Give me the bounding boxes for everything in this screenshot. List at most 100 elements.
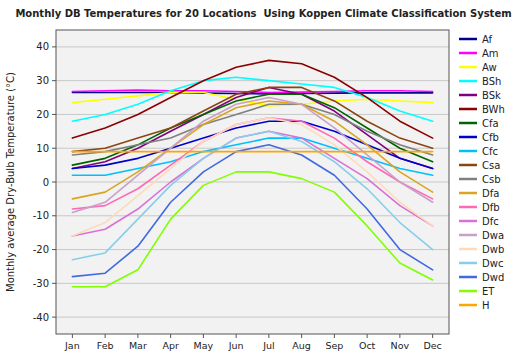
x-tick-label: Jul bbox=[262, 340, 274, 351]
series-line bbox=[72, 172, 432, 287]
y-axis-label: Monthly average Dry-Bulb Temperature (°C… bbox=[5, 72, 16, 292]
legend-swatch bbox=[459, 164, 477, 167]
legend-swatch bbox=[459, 52, 477, 55]
legend-swatch bbox=[459, 150, 477, 153]
legend-label: Af bbox=[482, 34, 492, 45]
series-line bbox=[72, 87, 432, 168]
y-tick-label: -30 bbox=[33, 278, 49, 289]
y-tick-label: 30 bbox=[36, 75, 49, 86]
grid-line bbox=[56, 249, 449, 250]
grid-line bbox=[56, 317, 449, 318]
legend-swatch bbox=[459, 304, 477, 307]
legend-label: ET bbox=[482, 286, 495, 297]
legend-swatch bbox=[459, 122, 477, 125]
legend-swatch bbox=[459, 178, 477, 181]
legend-swatch bbox=[459, 136, 477, 139]
x-tick-label: Feb bbox=[97, 340, 114, 351]
legend-swatch bbox=[459, 66, 477, 69]
y-tick-label: 0 bbox=[43, 177, 49, 188]
x-tick bbox=[137, 334, 138, 338]
series-line bbox=[72, 131, 432, 259]
y-tick bbox=[52, 215, 56, 216]
x-tick bbox=[399, 334, 400, 338]
series-line bbox=[72, 151, 432, 153]
x-tick bbox=[170, 334, 171, 338]
legend-swatch bbox=[459, 38, 477, 41]
x-tick-label: Apr bbox=[162, 340, 179, 351]
x-axis: JanFebMarAprMayJunJulAugSepOctNovDec bbox=[64, 334, 442, 351]
y-tick-label: -20 bbox=[33, 244, 49, 255]
legend-label: Dwb bbox=[482, 244, 504, 255]
x-tick-label: Aug bbox=[292, 340, 311, 351]
legend-label: Dfb bbox=[482, 202, 500, 213]
x-tick bbox=[203, 334, 204, 338]
y-tick bbox=[52, 114, 56, 115]
series-line bbox=[72, 104, 432, 155]
legend-label: Cfb bbox=[482, 132, 499, 143]
legend-swatch bbox=[459, 192, 477, 195]
x-tick bbox=[105, 334, 106, 338]
legend-swatch bbox=[459, 80, 477, 83]
legend-label: Cfc bbox=[482, 146, 498, 157]
legend-label: Dwd bbox=[482, 272, 504, 283]
series-group bbox=[72, 60, 432, 286]
legend-label: Aw bbox=[482, 62, 497, 73]
legend-swatch bbox=[459, 94, 477, 97]
y-tick-label: 20 bbox=[36, 109, 49, 120]
y-tick bbox=[52, 317, 56, 318]
legend: AfAmAwBShBSkBWhCfaCfbCfcCsaCsbDfaDfbDfcD… bbox=[459, 34, 505, 311]
y-tick-label: 40 bbox=[36, 41, 49, 52]
x-tick-label: Jan bbox=[64, 340, 80, 351]
grid-line bbox=[56, 46, 449, 47]
legend-swatch bbox=[459, 290, 477, 293]
x-tick bbox=[367, 334, 368, 338]
legend-swatch bbox=[459, 234, 477, 237]
x-tick bbox=[72, 334, 73, 338]
y-tick bbox=[52, 249, 56, 250]
x-tick-label: Nov bbox=[391, 340, 410, 351]
x-tick-label: Oct bbox=[359, 340, 376, 351]
grid-line bbox=[56, 182, 449, 183]
grid-line bbox=[56, 283, 449, 284]
series-line bbox=[72, 118, 432, 236]
x-tick bbox=[301, 334, 302, 338]
legend-label: Dwa bbox=[482, 230, 504, 241]
y-tick bbox=[52, 46, 56, 47]
y-tick bbox=[52, 80, 56, 81]
legend-label: Dfa bbox=[482, 188, 499, 199]
legend-swatch bbox=[459, 206, 477, 209]
y-axis: -40 -30 -20 -10 0 10 20 30 40 bbox=[33, 41, 449, 322]
legend-label: Dwc bbox=[482, 258, 503, 269]
x-tick bbox=[236, 334, 237, 338]
y-tick-label: -10 bbox=[33, 210, 49, 221]
legend-label: Csa bbox=[482, 160, 500, 171]
x-tick bbox=[432, 334, 433, 338]
legend-label: BSh bbox=[482, 76, 501, 87]
legend-swatch bbox=[459, 262, 477, 265]
series-line bbox=[72, 98, 432, 213]
x-tick-label: Mar bbox=[129, 340, 147, 351]
legend-swatch bbox=[459, 276, 477, 279]
y-tick-label: -40 bbox=[33, 312, 49, 323]
legend-swatch bbox=[459, 108, 477, 111]
chart-container: -40-30-20-10010203040JanFebMarAprMayJunJ… bbox=[0, 0, 527, 360]
series-line bbox=[72, 145, 432, 277]
x-tick-label: Dec bbox=[423, 340, 441, 351]
legend-label: Dfc bbox=[482, 216, 499, 227]
y-tick bbox=[52, 148, 56, 149]
legend-label: Am bbox=[482, 48, 499, 59]
x-tick bbox=[334, 334, 335, 338]
y-tick-label: 10 bbox=[36, 143, 49, 154]
x-tick-label: Sep bbox=[325, 340, 343, 351]
legend-swatch bbox=[459, 248, 477, 251]
y-tick bbox=[52, 283, 56, 284]
legend-label: Csb bbox=[482, 174, 501, 185]
grid-line bbox=[56, 80, 449, 81]
chart-svg: -40-30-20-10010203040JanFebMarAprMayJunJ… bbox=[0, 0, 527, 360]
legend-label: Cfa bbox=[482, 118, 499, 129]
legend-swatch bbox=[459, 220, 477, 223]
series-line bbox=[72, 87, 432, 151]
series-line bbox=[72, 77, 432, 121]
plot-background bbox=[56, 30, 449, 334]
x-tick-label: Jun bbox=[228, 340, 244, 351]
